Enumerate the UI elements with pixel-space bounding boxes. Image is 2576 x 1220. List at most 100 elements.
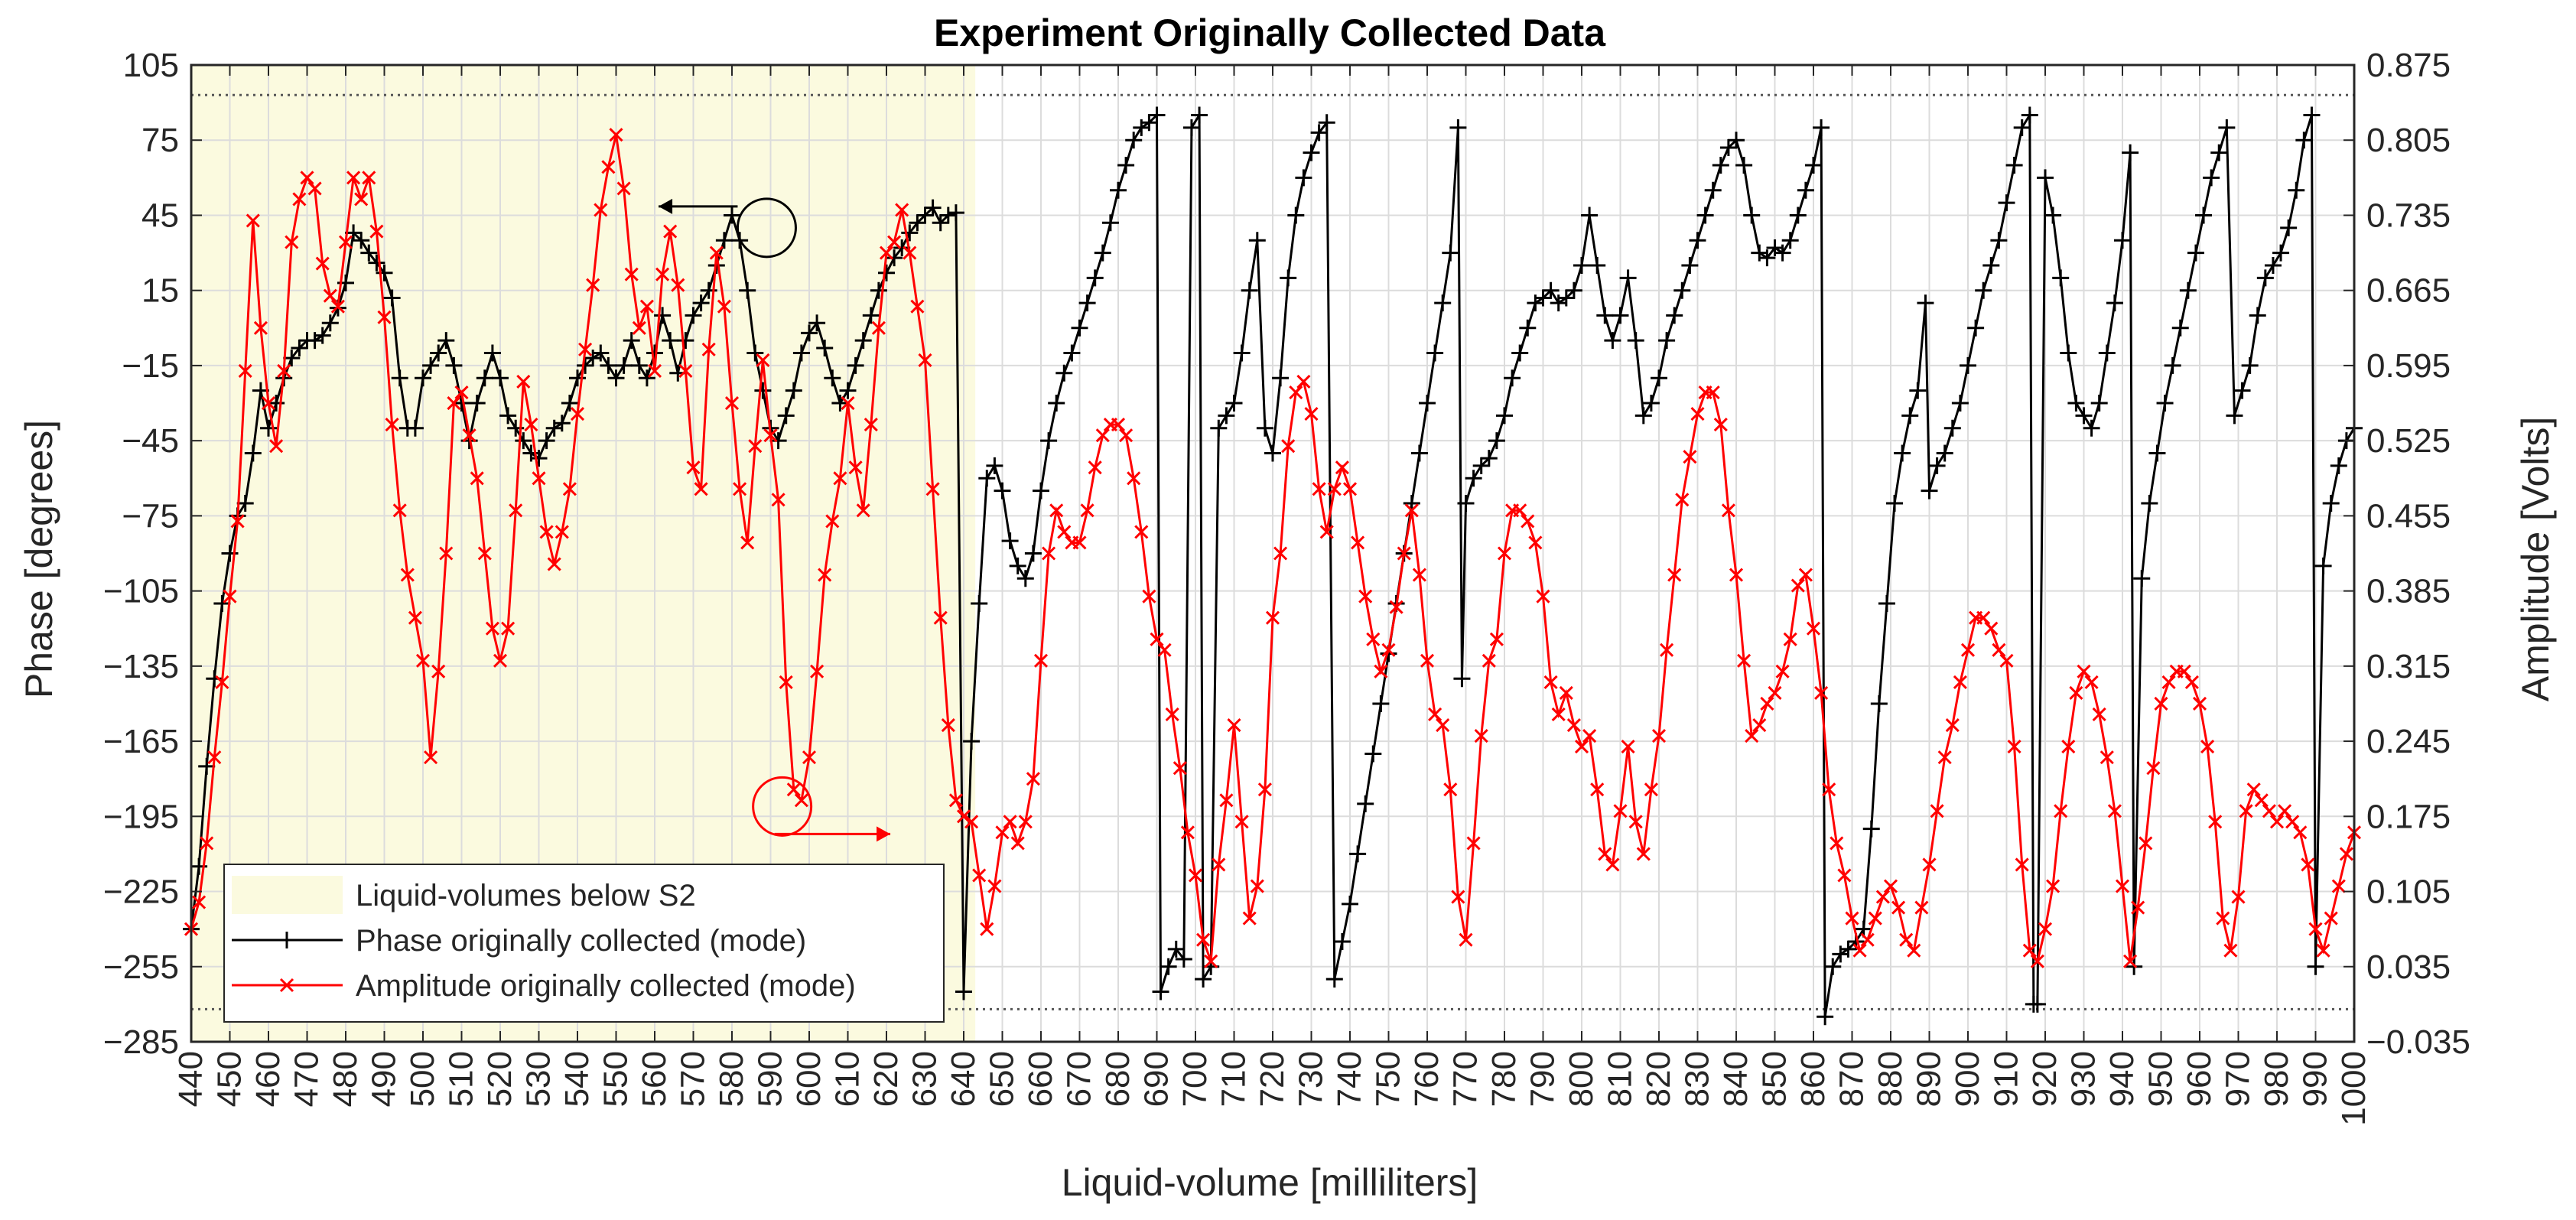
phase-point <box>2028 995 2046 1013</box>
amplitude-point <box>1404 503 1419 518</box>
amplitude-point <box>292 192 307 207</box>
phase-point <box>1542 281 1560 299</box>
amplitude-point <box>701 342 716 356</box>
amplitude-point <box>980 922 994 936</box>
x-tick-label: 790 <box>1524 1051 1562 1107</box>
amplitude-point <box>269 439 284 454</box>
amplitude-point <box>995 825 1010 840</box>
phase-point <box>2013 119 2031 136</box>
x-tick-label: 870 <box>1833 1051 1871 1107</box>
amplitude-point <box>2077 664 2091 678</box>
amplitude-point <box>833 471 847 486</box>
phase-point <box>2307 958 2324 975</box>
amplitude-point <box>392 503 407 518</box>
amplitude-point <box>763 428 778 443</box>
y-axis-label: Phase [degrees] <box>18 420 60 698</box>
amplitude-point <box>794 793 808 808</box>
amplitude-point <box>192 895 207 909</box>
amplitude-point <box>2054 804 2068 818</box>
amplitude-point <box>1791 578 1805 593</box>
phase-point <box>1519 319 1537 337</box>
phase-point <box>213 594 231 612</box>
phase-point <box>909 214 926 232</box>
phase-point <box>1333 933 1351 951</box>
amplitude-point <box>779 675 793 689</box>
amplitude-point <box>655 267 670 281</box>
amplitude-point <box>647 363 662 379</box>
phase-point <box>1210 419 1228 437</box>
phase-point <box>924 199 942 216</box>
amplitude-point <box>408 610 422 625</box>
amplitude-point <box>1420 653 1435 668</box>
x-tick-label: 950 <box>2142 1051 2180 1107</box>
amplitude-point <box>1304 407 1319 421</box>
phase-point <box>1589 256 1606 274</box>
amplitude-point <box>1072 535 1087 550</box>
phase-point <box>1565 281 1582 299</box>
amplitude-point <box>1513 503 1527 518</box>
phase-point <box>360 244 378 262</box>
phase-point <box>1917 294 1934 312</box>
y-tick-label: −75 <box>122 497 179 535</box>
y-tick-label: −15 <box>122 347 179 385</box>
x-tick-label: 730 <box>1293 1051 1330 1107</box>
phase-point <box>615 356 633 374</box>
amplitude-point <box>470 471 484 486</box>
phase-point <box>1998 194 2015 212</box>
amplitude-point <box>2184 675 2199 689</box>
amplitude-point <box>1783 632 1797 646</box>
phase-point <box>739 281 756 299</box>
phase-point <box>198 757 216 775</box>
x-tick-label: 550 <box>597 1051 635 1107</box>
amplitude-point <box>1134 525 1149 539</box>
amplitude-point <box>1033 653 1049 668</box>
y2-axis-label: Amplitude [Volts] <box>2514 417 2557 701</box>
amplitude-point <box>2084 675 2099 689</box>
amplitude-point <box>1845 911 1859 926</box>
y2-tick-label: 0.035 <box>2366 948 2451 986</box>
phase-point <box>1117 156 1135 174</box>
amplitude-point <box>1852 943 1867 958</box>
amplitude-point <box>1095 428 1110 443</box>
phase-point <box>808 314 826 332</box>
phase-point <box>1040 432 1058 450</box>
phase-point <box>677 332 694 350</box>
amplitude-point <box>346 171 361 185</box>
legend-label-amplitude: Amplitude originally collected (mode) <box>356 969 856 1003</box>
amplitude-point <box>624 267 639 281</box>
phase-point <box>1167 940 1185 958</box>
amplitude-point <box>918 353 932 367</box>
arrowhead-left-icon <box>659 198 673 214</box>
phase-point <box>1160 958 1177 975</box>
amplitude-point <box>910 299 925 314</box>
phase-point <box>1960 356 1976 374</box>
phase-point <box>2314 557 2332 574</box>
y-tick-label: −165 <box>103 723 179 760</box>
phase-point <box>1024 545 1042 562</box>
phase-point <box>1342 895 1358 913</box>
amplitude-point <box>1342 482 1358 496</box>
phase-point <box>1148 106 1166 124</box>
amplitude-point <box>2046 879 2060 893</box>
phase-point <box>2210 144 2228 161</box>
phase-point <box>538 432 555 450</box>
phase-point <box>816 340 834 357</box>
phase-point <box>321 314 339 332</box>
amplitude-point <box>717 299 731 314</box>
amplitude-point <box>1582 728 1597 743</box>
phase-point <box>1472 457 1490 474</box>
phase-point <box>577 356 594 374</box>
amplitude-point <box>1566 717 1581 733</box>
amplitude-point <box>1242 911 1257 926</box>
phase-point <box>1735 156 1753 174</box>
amplitude-point <box>1180 825 1195 840</box>
x-tick-label: 650 <box>984 1051 1021 1107</box>
amplitude-point <box>1706 385 1720 400</box>
x-tick-label: 660 <box>1022 1051 1059 1107</box>
phase-point <box>1086 269 1104 287</box>
legend: Liquid-volumes below S2 Phase originally… <box>223 864 945 1023</box>
phase-point <box>1152 983 1169 1000</box>
phase-point <box>314 327 331 344</box>
amplitude-point <box>385 418 399 432</box>
amplitude-point <box>1528 535 1543 550</box>
